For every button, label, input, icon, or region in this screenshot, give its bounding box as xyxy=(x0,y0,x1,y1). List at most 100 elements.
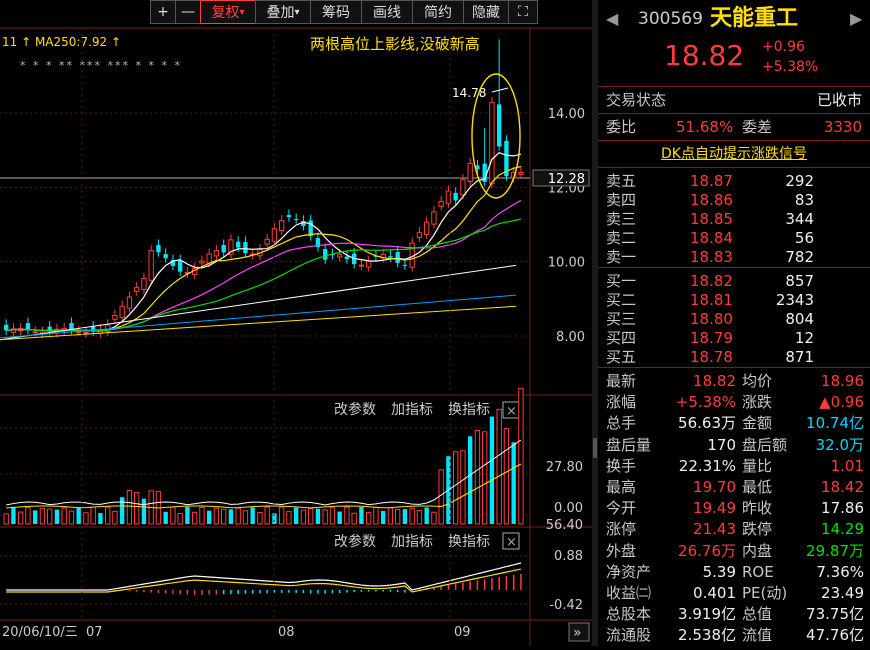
stat-value: 19.49 xyxy=(693,499,736,518)
candle-body xyxy=(366,260,372,268)
macd-panel-control: 换指标 xyxy=(448,533,490,550)
stat-label: 净资产 xyxy=(606,562,652,581)
volume-bar xyxy=(424,507,429,524)
candle-body xyxy=(170,260,176,266)
candle-body xyxy=(126,296,133,309)
macd-tick-label: 0.88 xyxy=(554,549,583,564)
fullscreen-button[interactable]: ⛶ xyxy=(508,0,538,24)
date-axis-label: 08 xyxy=(278,625,295,640)
ma30-line xyxy=(6,218,522,332)
volume-ma5-line xyxy=(6,439,522,506)
volume-bar xyxy=(250,507,255,524)
macd-panel-close-icon: × xyxy=(506,535,517,550)
stat-label: 流通股 xyxy=(606,626,652,645)
volume-bar xyxy=(221,508,227,525)
stat-label: PE(动) xyxy=(742,584,788,602)
candle-body xyxy=(388,256,393,258)
volume-bar xyxy=(294,507,299,524)
volume-bar xyxy=(105,506,111,525)
overlay-button[interactable]: 叠加 ▾ xyxy=(255,0,311,24)
high-price-pointer xyxy=(491,87,509,93)
volume-bar xyxy=(351,512,357,525)
stat-value: ▲0.96 xyxy=(819,393,864,412)
stat-row: 收益㈡ 0.401 PE(动) 23.49 xyxy=(598,582,870,604)
volume-bar xyxy=(98,513,103,524)
scroll-right-icon: » xyxy=(573,625,582,641)
volume-bar xyxy=(503,428,510,525)
ma120-line xyxy=(0,294,517,339)
volume-tick-label: 56.40 xyxy=(546,518,583,533)
toolbar-button-label: 复权 xyxy=(211,5,240,21)
stat-label: 收益㈡ xyxy=(606,584,652,602)
stat-value: 170 xyxy=(707,435,736,454)
volume-bar xyxy=(134,492,140,525)
stat-row: 今开 19.49 昨收 17.86 xyxy=(598,497,870,519)
bid-price: 18.79 xyxy=(690,329,733,347)
highlight-ellipse xyxy=(471,73,521,199)
prev-stock-arrow-icon[interactable]: ◀ xyxy=(606,9,619,28)
stat-row: 换手 22.31% 量比 1.01 xyxy=(598,455,870,477)
candle-body xyxy=(475,165,480,170)
stat-row: 盘后量 170 盘后额 32.0万 xyxy=(598,434,870,456)
volume-panel-close-icon: × xyxy=(506,404,517,419)
ask-price: 18.85 xyxy=(690,210,733,228)
stat-row: 外盘 26.76万 内盘 29.87万 xyxy=(598,540,870,562)
simple-button[interactable]: 简约 xyxy=(412,0,464,24)
divider xyxy=(598,367,870,368)
stat-value: 26.76万 xyxy=(678,541,736,560)
toolbar-button-label: 简约 xyxy=(424,5,452,21)
toolbar-button-label: 隐藏 xyxy=(472,5,500,21)
volume-bar xyxy=(83,512,89,525)
volume-bar xyxy=(257,511,263,525)
volume-bar xyxy=(177,513,183,525)
toolbar-button-label: — xyxy=(181,4,195,20)
stat-label: 昨收 xyxy=(742,499,773,518)
stat-label: 最新 xyxy=(606,372,637,390)
chips-button[interactable]: 筹码 xyxy=(310,0,362,24)
stat-value: +5.38% xyxy=(675,393,736,412)
volume-bar xyxy=(359,506,364,524)
candle-body xyxy=(286,215,292,218)
volume-tick-label: 0.00 xyxy=(554,501,583,516)
stat-label: 均价 xyxy=(742,372,773,390)
stat-label: 今开 xyxy=(606,499,637,518)
panel-splitter[interactable] xyxy=(592,0,598,646)
candle-body xyxy=(206,253,212,264)
volume-bar xyxy=(61,507,67,525)
ask-volume: 782 xyxy=(785,248,814,266)
divider xyxy=(598,140,870,141)
volume-bar xyxy=(11,507,16,524)
draw-line-button[interactable]: 画线 xyxy=(361,0,413,24)
next-stock-arrow-icon[interactable]: ▶ xyxy=(850,9,863,28)
volume-bar xyxy=(387,507,394,525)
stat-label: 涨幅 xyxy=(606,393,637,412)
bid-level-label: 买五 xyxy=(606,348,637,366)
candle-body xyxy=(431,211,437,225)
dk-signal-link[interactable]: DK点自动提示涨跌信号 xyxy=(661,146,807,162)
dropdown-caret-icon: ▾ xyxy=(294,6,300,18)
candle-body xyxy=(91,326,96,332)
ask-level-label: 卖四 xyxy=(606,191,637,209)
stat-label: 总手 xyxy=(606,414,637,433)
volume-bar xyxy=(68,510,75,525)
zoom-in-button[interactable]: + xyxy=(150,0,176,24)
kline-chart-area[interactable]: 14.00 12.00 10.00 8.00 12.28 11 ↑ MA250:7.92 … xyxy=(0,0,592,646)
ask-row: 卖五 18.87 292 xyxy=(598,170,870,192)
volume-bar xyxy=(272,513,277,524)
volume-bar xyxy=(33,510,38,524)
macd-panel-control: 改参数 xyxy=(334,533,376,550)
price-tick-label: 10.00 xyxy=(548,256,585,271)
candle-body xyxy=(315,238,321,248)
splitter-grip[interactable] xyxy=(593,438,597,458)
candle-body xyxy=(482,163,487,182)
hide-button[interactable]: 隐藏 xyxy=(463,0,509,24)
zoom-out-button[interactable]: — xyxy=(175,0,201,24)
bid-volume: 871 xyxy=(785,348,814,366)
bid-row: 买二 18.81 2343 xyxy=(598,289,870,311)
fuquan-button[interactable]: 复权 ▾ xyxy=(200,0,256,24)
divider xyxy=(598,86,870,87)
annotation-text: 两根高位上影线,没破新高 xyxy=(310,35,480,53)
stat-value: 7.36% xyxy=(816,562,864,581)
stat-label: 最高 xyxy=(606,478,637,496)
ask-level-label: 卖二 xyxy=(606,229,637,247)
